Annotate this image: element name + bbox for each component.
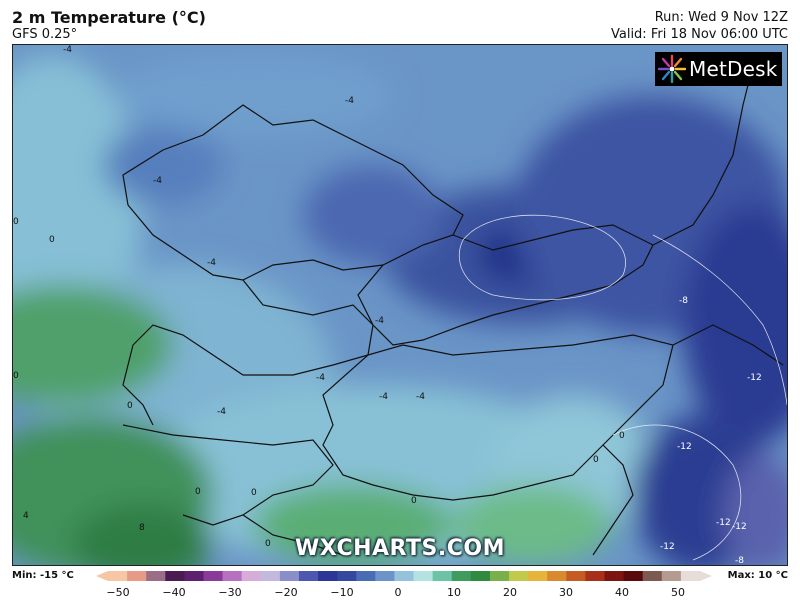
isotherms [458, 214, 787, 561]
scale-color-cell [489, 571, 510, 581]
scale-color-cell [127, 571, 147, 581]
scale-color-cell [432, 571, 453, 581]
contour-label: 0 [593, 455, 599, 465]
contour-label: 0 [251, 488, 257, 498]
contour-label: 4 [23, 511, 29, 521]
contour-label: -8 [679, 296, 688, 306]
contour-label: -4 [153, 176, 162, 186]
metdesk-logo-text: MetDesk [689, 57, 778, 81]
scale-tick-label: 30 [559, 586, 573, 599]
scale-color-cell [337, 571, 357, 581]
contour-label: 8 [139, 523, 145, 533]
scale-color-cell [547, 571, 567, 581]
metdesk-logo-icon [657, 54, 687, 84]
contour-label: 0 [195, 487, 201, 497]
scale-color-cell [356, 571, 376, 581]
scale-color-cell [222, 571, 243, 581]
scale-right-arrow [700, 571, 712, 581]
scale-color-cell [680, 571, 701, 581]
scale-tick-label: 20 [503, 586, 517, 599]
scale-left-arrow [96, 571, 108, 581]
contour-label: -4 [207, 258, 216, 268]
scale-tick-label: −40 [162, 586, 186, 599]
scale-color-cell [184, 571, 204, 581]
scale-color-cell [165, 571, 185, 581]
model-label: GFS 0.25° [12, 27, 78, 42]
scale-color-cell [108, 571, 128, 581]
wxcharts-watermark: WXCHARTS.COM [295, 536, 505, 561]
map-canvas [13, 45, 787, 565]
scale-max-label: Max: 10 °C [727, 570, 788, 581]
scale-min-label: Min: -15 °C [12, 570, 74, 581]
contour-label: -4 [416, 392, 425, 402]
scale-color-cell [661, 571, 682, 581]
contour-label: 0 [127, 401, 133, 411]
contour-label: -4 [217, 407, 226, 417]
scale-color-cell [623, 571, 644, 581]
contour-label: -12 [716, 518, 731, 528]
scale-color-cell [241, 571, 262, 581]
scale-color-cell [375, 571, 395, 581]
scale-color-cell [470, 571, 491, 581]
scale-color-cell [585, 571, 606, 581]
valid-label: Valid: Fri 18 Nov 06:00 UTC [610, 27, 788, 42]
scale-color-cell [298, 571, 319, 581]
color-scale-bar [96, 571, 712, 581]
scale-color-cell [260, 571, 281, 581]
contour-label: -12 [732, 522, 747, 532]
scale-tick-label: −30 [218, 586, 242, 599]
contour-label: 0 [13, 371, 19, 381]
scale-tick-label: −20 [274, 586, 298, 599]
contour-label: -4 [379, 392, 388, 402]
scale-tick-label: 50 [671, 586, 685, 599]
contour-label: 0 [265, 539, 271, 549]
scale-color-cell [318, 571, 338, 581]
contour-label: -12 [677, 442, 692, 452]
scale-color-cell [203, 571, 224, 581]
scale-tick-label: 40 [615, 586, 629, 599]
scale-color-cell [509, 571, 529, 581]
temperature-map[interactable]: MetDesk -4 -4 -4 -4 -4 -4 -4 -4 -4 -8 -8… [12, 44, 788, 566]
scale-tick-label: −50 [106, 586, 130, 599]
contour-label: 0 [13, 217, 19, 227]
run-label: Run: Wed 9 Nov 12Z [654, 10, 788, 25]
scale-color-cell [394, 571, 415, 581]
contour-label: -8 [735, 556, 744, 566]
scale-color-cell [451, 571, 472, 581]
scale-color-cell [279, 571, 300, 581]
map-title: 2 m Temperature (°C) [12, 8, 206, 27]
scale-color-cell [566, 571, 586, 581]
contour-label: -4 [63, 45, 72, 55]
contour-label: -4 [375, 316, 384, 326]
contour-label: -4 [316, 373, 325, 383]
scale-tick-label: −10 [330, 586, 354, 599]
metdesk-logo: MetDesk [655, 52, 782, 86]
contour-label: 0 [411, 496, 417, 506]
scale-color-cell [146, 571, 166, 581]
scale-color-cell [413, 571, 434, 581]
scale-color-cell [604, 571, 625, 581]
scale-tick-label: 10 [447, 586, 461, 599]
country-borders [122, 64, 784, 556]
contour-label: 0 [49, 235, 55, 245]
scale-color-cell [642, 571, 663, 581]
contour-label: 0 [619, 431, 625, 441]
contour-label: -12 [747, 373, 762, 383]
scale-color-cell [528, 571, 548, 581]
contour-label: -12 [660, 542, 675, 552]
scale-tick-label: 0 [394, 586, 402, 599]
contour-label: -4 [345, 96, 354, 106]
